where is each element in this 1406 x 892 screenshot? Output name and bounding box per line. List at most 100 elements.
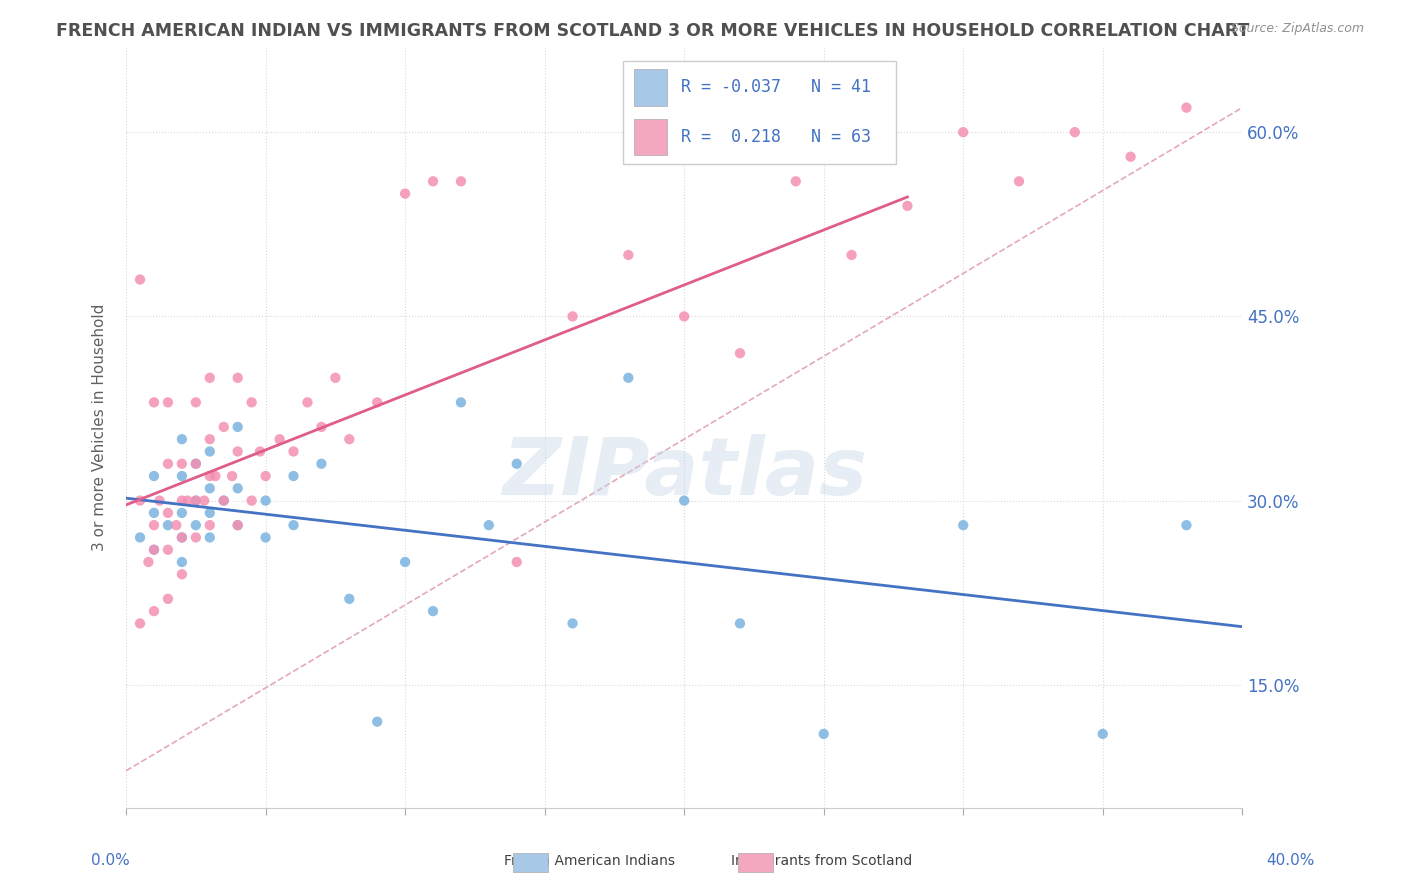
Point <box>176 493 198 508</box>
Point <box>221 469 243 483</box>
Point <box>170 531 193 545</box>
Point <box>184 493 207 508</box>
Point <box>325 371 347 385</box>
Point <box>450 395 472 409</box>
Point <box>226 420 249 434</box>
Point <box>311 420 333 434</box>
Point <box>394 555 416 569</box>
Point <box>1063 125 1085 139</box>
Point <box>337 432 360 446</box>
Point <box>561 310 583 324</box>
Point <box>143 395 166 409</box>
Point <box>1175 518 1198 533</box>
Text: French American Indians: French American Indians <box>503 854 675 868</box>
Point <box>311 457 333 471</box>
Point <box>366 714 388 729</box>
Point <box>129 493 152 508</box>
Point <box>143 469 166 483</box>
Point <box>249 444 271 458</box>
Point <box>198 371 221 385</box>
Point <box>143 506 166 520</box>
Point <box>170 531 193 545</box>
Point <box>1175 101 1198 115</box>
Point <box>143 518 166 533</box>
Point <box>148 493 170 508</box>
Point <box>226 518 249 533</box>
Point <box>170 493 193 508</box>
Point <box>212 493 235 508</box>
Point <box>813 727 835 741</box>
Point <box>226 371 249 385</box>
Point <box>129 616 152 631</box>
Point <box>198 444 221 458</box>
Point <box>170 555 193 569</box>
FancyBboxPatch shape <box>634 119 668 155</box>
Point <box>198 469 221 483</box>
Point <box>283 469 305 483</box>
Point <box>422 604 444 618</box>
Point <box>1119 150 1142 164</box>
Point <box>170 432 193 446</box>
Point <box>337 591 360 606</box>
Point <box>138 555 160 569</box>
Text: R = -0.037   N = 41: R = -0.037 N = 41 <box>681 78 870 96</box>
Point <box>254 493 277 508</box>
Point <box>184 518 207 533</box>
Point <box>394 186 416 201</box>
Point <box>673 493 696 508</box>
Point <box>226 518 249 533</box>
Point <box>170 457 193 471</box>
Text: Source: ZipAtlas.com: Source: ZipAtlas.com <box>1230 22 1364 36</box>
Point <box>129 531 152 545</box>
Point <box>170 469 193 483</box>
Point <box>1091 727 1114 741</box>
Text: R =  0.218   N = 63: R = 0.218 N = 63 <box>681 128 870 145</box>
Point <box>193 493 215 508</box>
Point <box>254 531 277 545</box>
Point <box>673 310 696 324</box>
Point <box>366 395 388 409</box>
Point <box>283 444 305 458</box>
Point <box>212 493 235 508</box>
Y-axis label: 3 or more Vehicles in Household: 3 or more Vehicles in Household <box>93 303 107 550</box>
Point <box>198 432 221 446</box>
Point <box>506 457 529 471</box>
Point <box>170 506 193 520</box>
Point <box>561 616 583 631</box>
Text: ZIPatlas: ZIPatlas <box>502 434 866 512</box>
Point <box>226 444 249 458</box>
Point <box>156 542 179 557</box>
FancyBboxPatch shape <box>623 62 896 164</box>
Point <box>184 493 207 508</box>
Point <box>143 542 166 557</box>
Point <box>422 174 444 188</box>
Point <box>728 616 751 631</box>
Text: 40.0%: 40.0% <box>1267 854 1315 868</box>
Point <box>896 199 918 213</box>
Point <box>156 506 179 520</box>
Point <box>450 174 472 188</box>
Point <box>617 371 640 385</box>
Point <box>156 591 179 606</box>
Point <box>184 457 207 471</box>
Point <box>212 420 235 434</box>
Point <box>952 125 974 139</box>
Text: Immigrants from Scotland: Immigrants from Scotland <box>731 854 912 868</box>
Point <box>254 469 277 483</box>
Point <box>269 432 291 446</box>
Point <box>952 518 974 533</box>
Point <box>198 531 221 545</box>
Point <box>198 481 221 495</box>
Point <box>184 395 207 409</box>
Point <box>841 248 863 262</box>
Point <box>156 457 179 471</box>
Point <box>156 395 179 409</box>
Point <box>617 248 640 262</box>
Point <box>240 493 263 508</box>
Point <box>204 469 226 483</box>
Point <box>506 555 529 569</box>
Point <box>297 395 319 409</box>
Point <box>226 481 249 495</box>
Point <box>240 395 263 409</box>
Point <box>198 518 221 533</box>
